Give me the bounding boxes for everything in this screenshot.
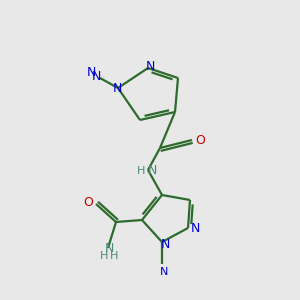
Text: N: N [104,242,114,256]
Text: N: N [86,67,96,80]
Text: O: O [195,134,205,148]
Text: N: N [91,70,101,83]
Text: N: N [147,164,157,178]
Text: H: H [100,251,108,261]
Text: N: N [190,223,200,236]
Text: H: H [110,251,118,261]
Text: H: H [137,166,145,176]
Text: N: N [160,238,170,251]
Text: N: N [112,82,122,95]
Text: O: O [83,196,93,209]
Text: N: N [145,61,155,74]
Text: N: N [160,267,168,277]
